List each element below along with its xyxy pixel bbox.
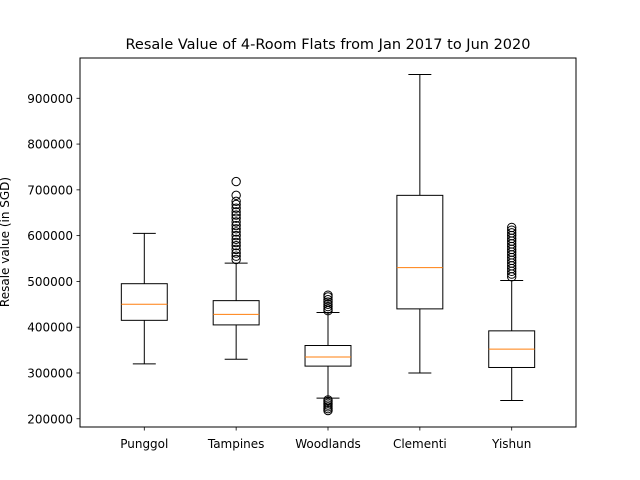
- outlier-point: [231, 237, 241, 248]
- outlier-point: [231, 203, 241, 213]
- outlier-point: [323, 304, 333, 314]
- y-axis-label: Resale value (in SGD): [0, 177, 12, 307]
- box-clementi: [396, 194, 444, 310]
- outlier-point: [231, 210, 241, 220]
- y-tick-label: 200000: [27, 412, 73, 426]
- y-tick-label: 800000: [27, 138, 73, 152]
- outlier-point: [231, 251, 241, 261]
- y-tick-label: 900000: [27, 92, 73, 106]
- outlier-point: [323, 295, 333, 305]
- outlier-point: [231, 241, 241, 251]
- outlier-point: [231, 176, 241, 187]
- box-woodlands: [304, 345, 352, 367]
- outlier-point: [507, 225, 517, 235]
- outlier-point: [231, 199, 241, 210]
- x-tick-label: Punggol: [120, 437, 168, 451]
- outlier-point: [231, 254, 241, 265]
- x-tick-label: Clementi: [393, 437, 447, 451]
- box-punggol: [120, 283, 168, 321]
- outlier-point: [231, 217, 241, 227]
- outlier-point: [323, 395, 333, 405]
- outlier-point: [323, 297, 333, 307]
- outlier-point: [323, 290, 333, 300]
- outlier-point: [231, 190, 241, 201]
- outlier-point: [231, 207, 241, 217]
- outlier-point: [323, 301, 333, 312]
- y-tick-label: 400000: [27, 321, 73, 335]
- outlier-point: [231, 227, 241, 237]
- plot-area: 200000 300000 400000 500000 600000 700000 8000…: [27, 73, 536, 451]
- chart-title: Resale Value of 4-Room Flats from Jan 20…: [126, 37, 531, 53]
- x-tick-label: Yishun: [491, 437, 531, 451]
- x-tick-label: Tampines: [207, 437, 265, 451]
- outlier-point: [231, 213, 241, 223]
- outlier-point: [507, 222, 517, 233]
- outlier-point: [507, 228, 517, 238]
- outlier-point: [231, 248, 241, 258]
- x-tick-label: Woodlands: [295, 437, 361, 451]
- outlier-point: [231, 244, 241, 255]
- y-tick-label: 300000: [27, 366, 73, 380]
- outlier-point: [231, 196, 241, 206]
- outlier-point: [231, 220, 241, 231]
- outlier-point: [231, 234, 241, 244]
- outlier-point: [323, 299, 333, 310]
- outlier-point: [231, 230, 241, 241]
- y-tick-label: 500000: [27, 275, 73, 289]
- plot-frame: [79, 57, 577, 428]
- outlier-point: [231, 224, 241, 234]
- y-tick-label: 600000: [27, 229, 73, 243]
- y-tick-label: 700000: [27, 183, 73, 197]
- box-tampines: [212, 300, 260, 326]
